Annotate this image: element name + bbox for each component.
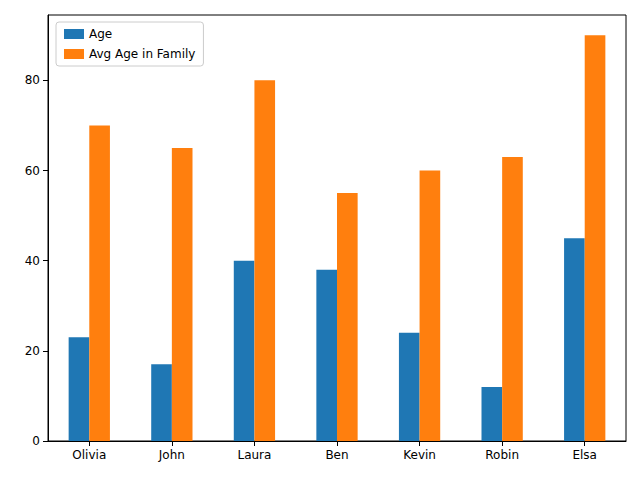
svg-text:Elsa: Elsa — [572, 448, 597, 462]
svg-text:Avg Age in Family: Avg Age in Family — [89, 47, 195, 61]
svg-text:Ben: Ben — [325, 448, 348, 462]
svg-text:80: 80 — [25, 73, 40, 87]
svg-text:John: John — [158, 448, 185, 462]
svg-text:Age: Age — [89, 27, 112, 41]
svg-text:60: 60 — [25, 164, 40, 178]
svg-text:Olivia: Olivia — [72, 448, 106, 462]
svg-text:Kevin: Kevin — [403, 448, 436, 462]
svg-text:20: 20 — [25, 344, 40, 358]
svg-text:40: 40 — [25, 254, 40, 268]
svg-text:Robin: Robin — [485, 448, 519, 462]
svg-text:Laura: Laura — [237, 448, 271, 462]
svg-text:0: 0 — [32, 434, 40, 448]
